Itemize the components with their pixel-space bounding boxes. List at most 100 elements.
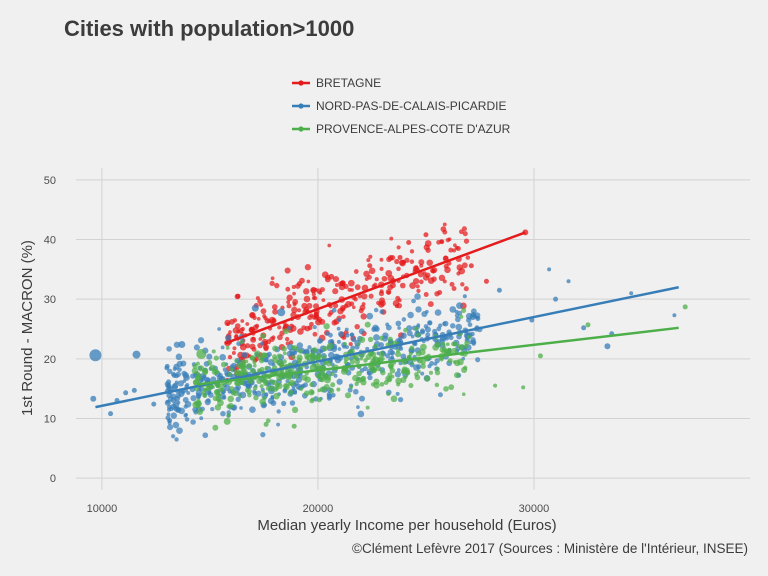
data-point [193, 344, 200, 351]
data-point [427, 364, 432, 369]
data-point [307, 345, 312, 350]
data-point [373, 343, 378, 348]
data-point [267, 397, 275, 405]
data-point [369, 351, 377, 358]
data-point [190, 419, 196, 425]
data-point [585, 322, 591, 328]
data-point [442, 321, 447, 326]
data-point [241, 351, 248, 359]
data-point [454, 372, 461, 379]
data-point [456, 302, 463, 310]
data-point [373, 307, 379, 313]
data-point [277, 308, 286, 317]
data-point [374, 277, 379, 282]
data-point [89, 349, 102, 362]
data-point [276, 409, 281, 414]
data-point [423, 292, 429, 297]
data-point [190, 373, 196, 379]
data-point [239, 361, 247, 369]
data-point [344, 392, 352, 399]
data-point [196, 349, 207, 360]
data-point [379, 297, 385, 304]
data-point [319, 376, 324, 382]
data-point [282, 351, 287, 356]
data-point [387, 336, 393, 342]
data-point [225, 334, 232, 342]
data-point [458, 344, 465, 351]
data-point [458, 267, 466, 275]
data-point [461, 392, 466, 397]
data-point [238, 394, 243, 399]
data-point [234, 358, 239, 363]
data-point [177, 380, 184, 387]
data-point [581, 325, 587, 331]
legend-marker [298, 80, 304, 86]
data-point [123, 390, 129, 396]
data-point [350, 288, 354, 292]
data-point [386, 392, 391, 397]
data-point [315, 373, 321, 379]
y-tick-label: 10 [44, 413, 56, 425]
data-point [167, 368, 173, 375]
data-point [316, 397, 322, 403]
data-point [175, 371, 181, 378]
data-point [348, 342, 353, 347]
data-point [167, 424, 174, 431]
data-point [166, 412, 171, 417]
y-tick-label: 40 [44, 235, 56, 247]
data-point [235, 293, 241, 299]
data-point [260, 308, 267, 315]
data-point [246, 363, 252, 369]
data-point [463, 238, 470, 244]
data-point [314, 354, 321, 362]
data-point [461, 226, 467, 232]
data-point [268, 385, 274, 392]
data-point [202, 432, 209, 439]
data-point [183, 413, 188, 418]
fit-lines [95, 231, 679, 409]
data-point [249, 343, 256, 350]
data-point [386, 377, 393, 383]
data-point [271, 379, 278, 386]
data-point [370, 366, 377, 374]
data-point [196, 371, 200, 375]
data-point [248, 327, 255, 334]
data-point [301, 302, 308, 309]
data-point [344, 327, 349, 332]
data-point [483, 278, 489, 284]
data-point [343, 342, 347, 346]
data-point [449, 281, 455, 287]
data-point [343, 303, 349, 309]
data-point [379, 266, 384, 271]
data-point [443, 255, 449, 261]
data-point [234, 334, 239, 338]
data-point [366, 258, 371, 263]
data-point [451, 347, 458, 355]
data-point [276, 422, 280, 427]
data-point [244, 387, 250, 393]
data-point [271, 318, 277, 324]
data-point [415, 306, 422, 313]
data-point [381, 275, 388, 282]
data-point [411, 298, 416, 304]
data-point [220, 410, 226, 417]
data-point [311, 347, 318, 353]
data-point [364, 277, 369, 281]
data-point [228, 330, 232, 334]
legend-marker [298, 103, 304, 109]
series-points [191, 304, 688, 431]
data-point [394, 371, 401, 378]
data-point [227, 372, 232, 377]
data-point [328, 273, 335, 280]
data-point [249, 406, 256, 414]
data-point [217, 327, 222, 331]
data-point [235, 396, 241, 403]
data-point [261, 389, 266, 394]
data-point [214, 404, 222, 411]
data-point [521, 385, 526, 390]
data-point [461, 262, 468, 269]
data-point [334, 283, 339, 287]
data-point [409, 282, 416, 289]
data-point [379, 381, 385, 387]
